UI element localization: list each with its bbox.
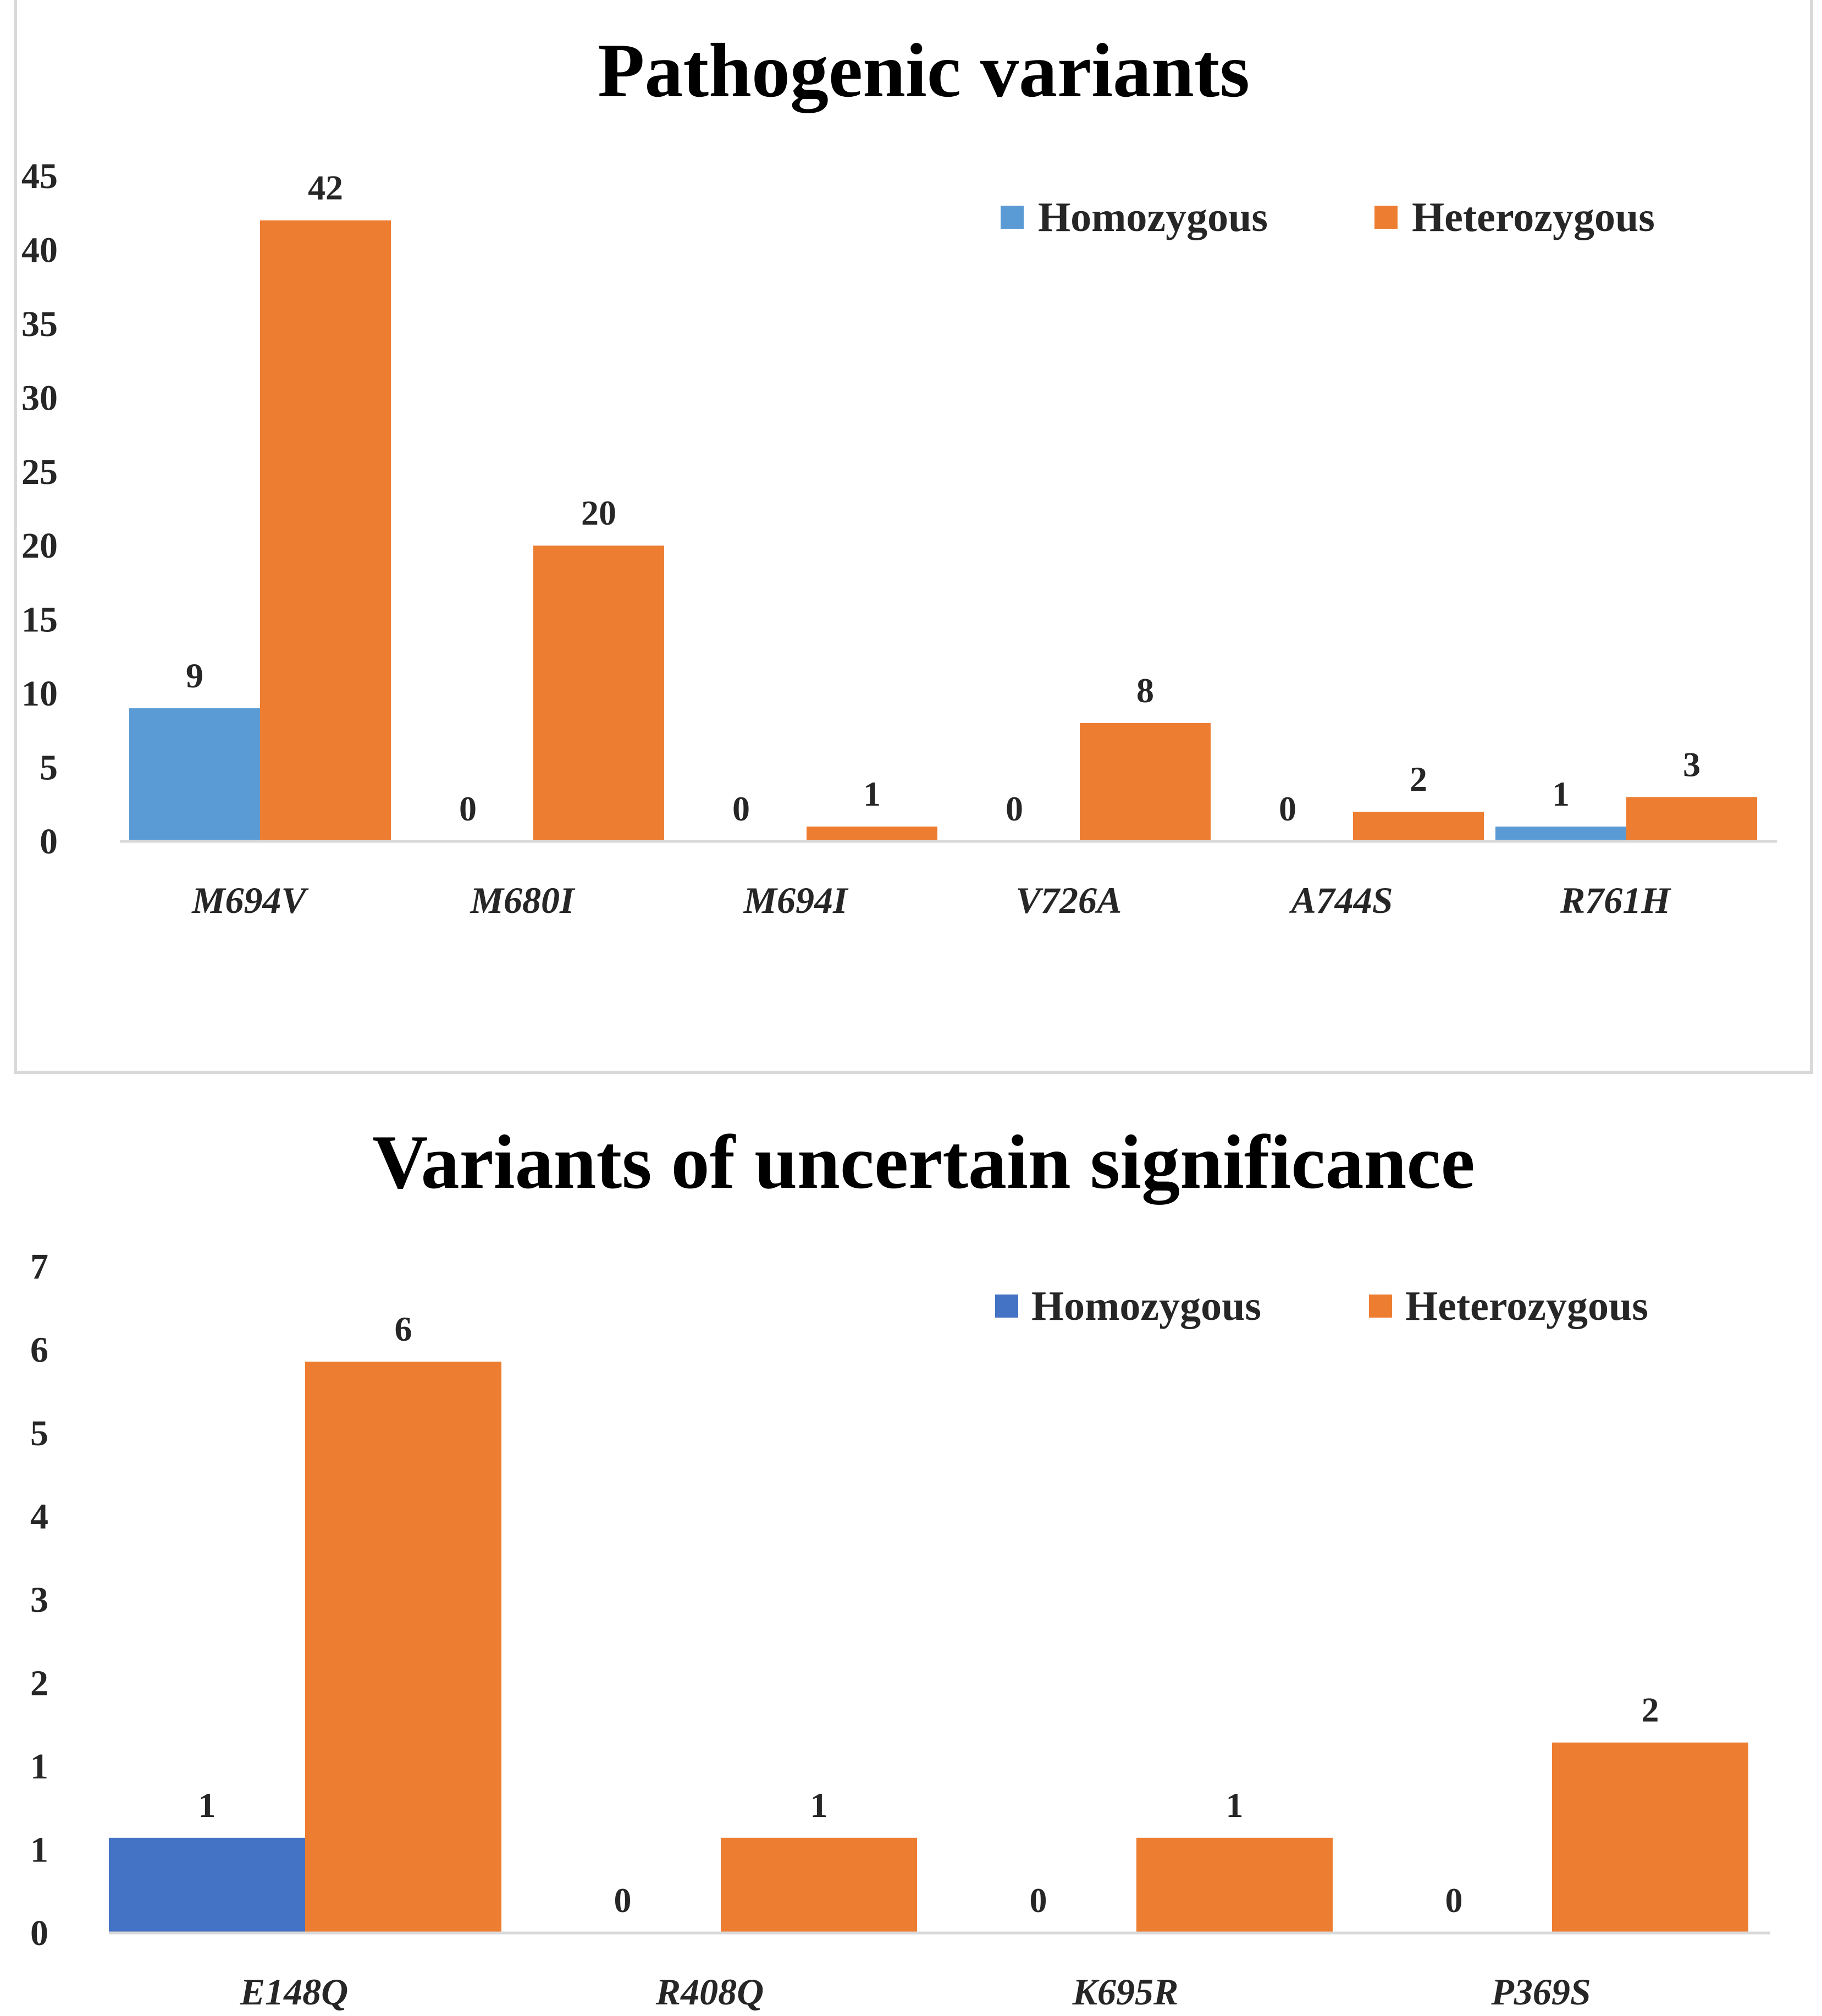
- chart-2-y-tick-label: 0: [30, 1913, 48, 1953]
- chart-2-title: Variants of uncertain significance: [372, 1120, 1475, 1205]
- chart-1-data-label: 20: [581, 493, 616, 532]
- chart-1-bar-M694V-heterozygous: [260, 220, 391, 842]
- chart-2-legend-label: Homozygous: [1031, 1283, 1261, 1329]
- chart-1-y-tick-label: 10: [21, 674, 58, 714]
- chart-1-bar-M694I-heterozygous: [807, 827, 937, 841]
- chart-uncertain-significance: Variants of uncertain significance 0 1 1 2 3 4…: [30, 1120, 1770, 2013]
- chart-2-data-label: 6: [395, 1309, 412, 1348]
- chart-1-data-label: 0: [732, 789, 750, 828]
- chart-1-data-label: 42: [308, 168, 343, 207]
- chart-1-legend-swatch: [1374, 206, 1398, 229]
- chart-1-data-label: 0: [1006, 789, 1023, 828]
- chart-1-bar-R761H-heterozygous: [1626, 797, 1757, 841]
- chart-1-data-label: 1: [1552, 774, 1570, 813]
- chart-2-x-tick-label: R408Q: [655, 1971, 764, 2013]
- chart-2-bar-P369S-heterozygous: [1552, 1742, 1748, 1933]
- chart-1-legend-label: Heterozygous: [1412, 194, 1655, 240]
- chart-2-x-tick-label: E148Q: [240, 1971, 348, 2013]
- chart-1-data-label: 9: [186, 656, 203, 695]
- chart-pathogenic-variants: Pathogenic variants051015202530354045942…: [21, 28, 1777, 921]
- chart-2-legend-swatch: [995, 1295, 1018, 1318]
- chart-2-data-label: 2: [1642, 1690, 1659, 1729]
- chart-2-bar-R408Q-heterozygous: [721, 1837, 917, 1933]
- chart-1-y-tick-label: 0: [40, 822, 58, 862]
- chart-2-data-label: 1: [1226, 1786, 1244, 1825]
- chart-2-data-label: 0: [614, 1881, 632, 1920]
- chart-1-x-tick-label: A744S: [1289, 879, 1393, 921]
- chart-1-legend-swatch: [1001, 206, 1024, 229]
- chart-2-legend-label: Heterozygous: [1405, 1283, 1648, 1329]
- chart-1-x-tick-label: V726A: [1016, 879, 1122, 921]
- chart-2-data-label: 0: [1030, 1881, 1047, 1920]
- chart-2-data-label: 1: [810, 1786, 828, 1825]
- chart-1-bar-A744S-heterozygous: [1353, 812, 1484, 841]
- chart-2-y-tick-label: 2: [30, 1664, 48, 1704]
- chart-1-bar-M680I-heterozygous: [533, 546, 664, 841]
- chart-2-data-label: 1: [198, 1786, 216, 1825]
- chart-1-y-tick-label: 45: [21, 156, 58, 196]
- chart-2-legend-swatch: [1369, 1295, 1392, 1318]
- chart-2-y-tick-label: 4: [30, 1497, 48, 1537]
- chart-1-y-tick-label: 5: [40, 748, 58, 788]
- chart-2-y-tick-label: 7: [30, 1247, 48, 1287]
- chart-1-y-tick-label: 35: [21, 304, 58, 344]
- chart-1-bar-V726A-heterozygous: [1080, 723, 1211, 841]
- chart-2-y-tick-label: 1: [30, 1830, 48, 1870]
- chart-1-data-label: 1: [863, 774, 881, 813]
- chart-2-data-label: 0: [1445, 1881, 1463, 1920]
- chart-1-y-tick-label: 30: [21, 378, 58, 418]
- chart-1-frame: [14, 0, 1813, 1074]
- chart-2-bar-E148Q-homozygous: [109, 1837, 305, 1933]
- chart-2-y-tick-label: 1: [30, 1747, 48, 1787]
- chart-2-bar-K695R-heterozygous: [1136, 1837, 1333, 1933]
- chart-1-y-tick-label: 25: [21, 452, 58, 492]
- chart-1-y-tick-label: 40: [21, 230, 58, 270]
- chart-1-x-tick-label: M680I: [470, 879, 576, 921]
- chart-2-bar-E148Q-heterozygous: [305, 1362, 501, 1933]
- chart-1-title: Pathogenic variants: [598, 28, 1250, 113]
- chart-1-y-tick-label: 20: [21, 526, 58, 566]
- chart-2-y-tick-label: 5: [30, 1413, 48, 1453]
- chart-1-x-tick-label: M694V: [191, 879, 308, 921]
- chart-1-y-tick-label: 15: [21, 600, 58, 640]
- chart-1-data-label: 8: [1136, 671, 1154, 710]
- chart-1-x-tick-label: M694I: [743, 879, 849, 921]
- chart-1-bar-M694V-homozygous: [129, 708, 260, 841]
- chart-1-bar-R761H-homozygous: [1495, 827, 1626, 841]
- chart-1-data-label: 2: [1410, 759, 1427, 798]
- chart-2-y-tick-label: 3: [30, 1580, 48, 1620]
- chart-2-y-tick-label: 6: [30, 1330, 48, 1370]
- chart-1-data-label: 0: [459, 789, 477, 828]
- chart-1-data-label: 0: [1279, 789, 1296, 828]
- chart-1-legend-label: Homozygous: [1038, 194, 1268, 240]
- chart-1-data-label: 3: [1683, 745, 1700, 784]
- chart-2-x-tick-label: P369S: [1490, 1971, 1591, 2013]
- chart-2-x-tick-label: K695R: [1072, 1971, 1179, 2013]
- chart-1-x-tick-label: R761H: [1560, 879, 1671, 921]
